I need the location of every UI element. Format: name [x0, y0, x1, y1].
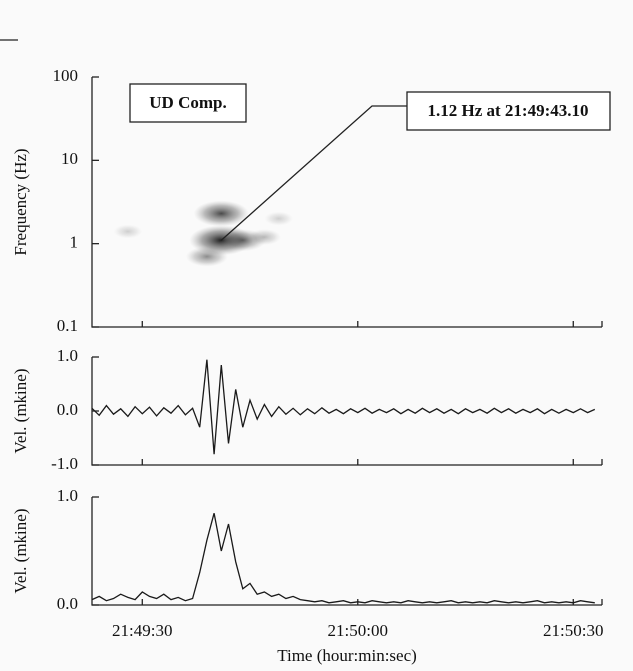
y-tick-label: 1.0: [57, 486, 78, 505]
y-axis-label: Vel. (mkine): [11, 509, 30, 594]
y-tick-label: -1.0: [51, 454, 78, 473]
spectral-blob: [247, 229, 281, 246]
y-tick-label: 1.0: [57, 346, 78, 365]
x-tick-label: 21:50:30: [543, 621, 603, 640]
y-tick-label: 100: [53, 66, 79, 85]
x-tick-label: 21:49:30: [112, 621, 172, 640]
annotation-leader: [220, 105, 407, 241]
y-tick-label: 10: [61, 149, 78, 168]
y-axis-label: Frequency (Hz): [11, 148, 30, 255]
spectral-blob: [264, 211, 294, 226]
annotation-box: [406, 91, 611, 131]
annotation: UD Comp.: [149, 93, 226, 112]
spectral-blob: [113, 224, 143, 239]
x-axis-label: Time (hour:min:sec): [277, 646, 417, 665]
y-axis-label: Vel. (mkine): [11, 369, 30, 454]
label-box: [129, 83, 247, 123]
y-tick-label: 1: [70, 233, 79, 252]
spectral-blob: [185, 246, 228, 267]
trace: [91, 513, 595, 604]
trace: [91, 359, 596, 455]
annotation: 1.12 Hz at 21:49:43.10: [427, 101, 588, 120]
spectral-blob: [193, 200, 249, 227]
y-tick-label: 0.0: [57, 400, 78, 419]
y-tick-label: 0.0: [57, 594, 78, 613]
y-tick-label: 0.1: [57, 316, 78, 335]
x-tick-label: 21:50:00: [328, 621, 388, 640]
